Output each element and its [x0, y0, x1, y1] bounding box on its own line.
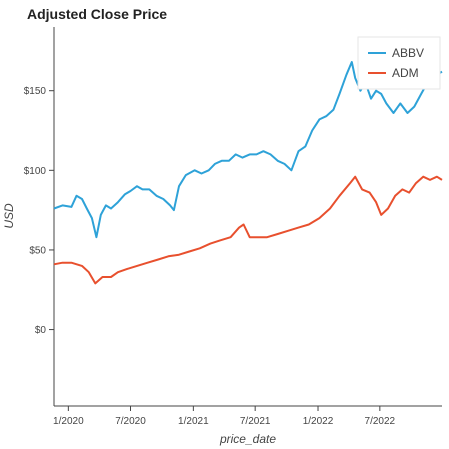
y-tick-label: $150 [24, 86, 47, 97]
x-tick-label: 7/2021 [240, 416, 271, 427]
x-tick-label: 7/2022 [365, 416, 396, 427]
chart-title: Adjusted Close Price [27, 6, 167, 22]
y-axis-label: USD [2, 203, 16, 229]
x-tick-label: 7/2020 [115, 416, 146, 427]
legend: ABBV ADM [357, 36, 441, 90]
y-tick-label: $0 [35, 325, 47, 336]
x-tick-label: 1/2022 [303, 416, 334, 427]
y-ticks: $0 $50 $100 $150 [24, 86, 54, 336]
series-lines [53, 61, 443, 285]
y-tick-label: $100 [24, 166, 47, 177]
x-axis-label: price_date [219, 432, 276, 446]
x-ticks: 1/2020 7/2020 1/2021 7/2021 1/2022 7/2022 [53, 406, 396, 427]
y-tick-label: $50 [29, 245, 46, 256]
legend-label: ABBV [392, 46, 424, 60]
x-tick-label: 1/2021 [178, 416, 209, 427]
series-line-abbv [53, 61, 443, 239]
series-line-adm [53, 175, 443, 285]
legend-box [357, 36, 441, 90]
x-tick-label: 1/2020 [53, 416, 84, 427]
legend-label: ADM [392, 66, 419, 80]
